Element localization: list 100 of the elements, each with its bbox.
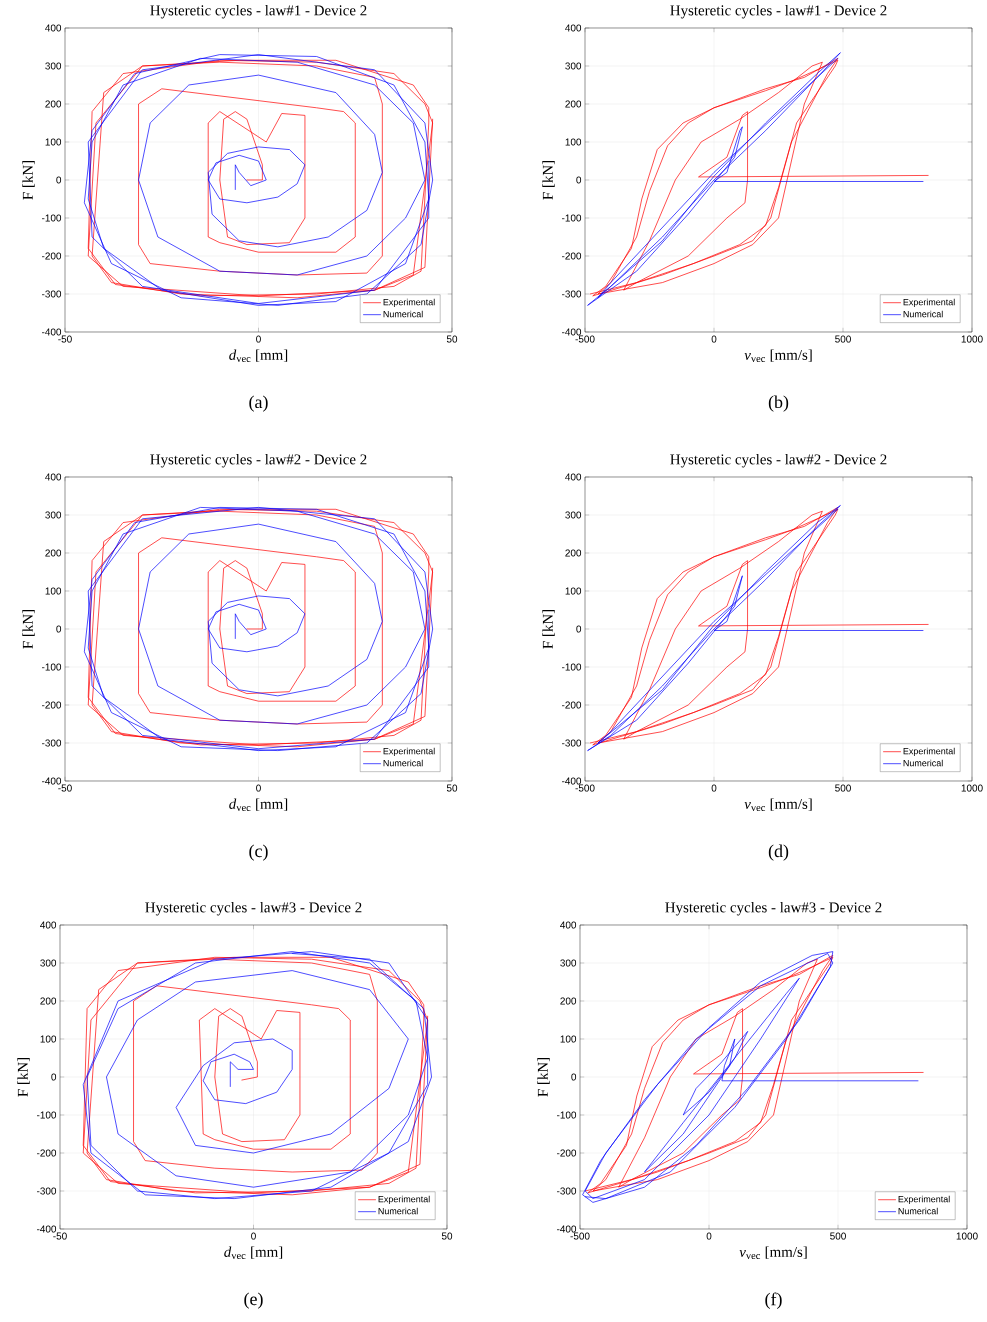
y-tick-label: 100 (565, 587, 582, 595)
legend-label: Numerical (378, 1207, 418, 1215)
legend-label: Experimental (903, 747, 955, 757)
y-tick-label: -200 (556, 1149, 577, 1157)
x-tick-label: 50 (446, 335, 458, 343)
x-axis-title: d$_{vec}$ [mm] (224, 1246, 283, 1260)
y-axis-title: F [kN] (537, 1058, 550, 1097)
y-tick-label: 0 (51, 1073, 57, 1081)
y-tick-label: 300 (45, 511, 62, 519)
x-tick-label: 500 (830, 1232, 846, 1240)
y-tick-label: 200 (45, 549, 62, 557)
legend-label: Numerical (903, 310, 943, 318)
text: (e) (244, 1292, 263, 1309)
x-tick-label: 1000 (961, 784, 983, 792)
legend-label: Numerical (383, 310, 423, 318)
y-tick-label: 0 (571, 1073, 577, 1081)
y-tick-label: 100 (45, 138, 62, 146)
y-tick-label: -400 (41, 777, 62, 785)
x-tick-label: -50 (58, 784, 72, 792)
y-tick-label: -400 (556, 1225, 577, 1233)
y-axis-title: F [kN] (22, 610, 35, 649)
y-tick-label: -300 (41, 290, 62, 298)
text: (a) (249, 395, 268, 412)
x-tick-label: 500 (835, 335, 851, 343)
y-tick-label: 100 (560, 1035, 577, 1043)
y-tick-label: 400 (560, 921, 577, 929)
x-tick-label: 1000 (956, 1232, 978, 1240)
y-tick-label: -200 (41, 252, 62, 260)
x-tick-label: 0 (256, 335, 261, 343)
y-tick-label: 200 (40, 997, 57, 1005)
y-tick-label: -200 (41, 701, 62, 709)
y-tick-label: -200 (561, 701, 582, 709)
y-tick-label: -100 (556, 1111, 577, 1119)
x-tick-label: 0 (251, 1232, 256, 1240)
text: (f) (765, 1292, 782, 1309)
y-tick-label: -100 (561, 214, 582, 222)
y-tick-label: 400 (45, 24, 62, 32)
legend-label: Experimental (898, 1195, 950, 1205)
legend-label: Numerical (898, 1207, 938, 1215)
y-tick-label: 200 (560, 997, 577, 1005)
y-tick-label: -100 (41, 214, 62, 222)
x-axis-title: d$_{vec}$ [mm] (229, 798, 288, 812)
y-tick-label: 200 (565, 100, 582, 108)
chart-title: Hysteretic cycles - law#3 - Device 2 (665, 901, 882, 916)
y-tick-label: -100 (561, 663, 582, 671)
y-tick-label: 100 (565, 138, 582, 146)
y-axis-title: F [kN] (17, 1058, 30, 1097)
legend-label: Numerical (383, 759, 423, 767)
y-tick-label: 0 (56, 176, 62, 184)
x-axis-title: v$_{vec}$ [mm/s] (744, 349, 812, 363)
y-tick-label: -300 (41, 739, 62, 747)
y-tick-label: 400 (45, 473, 62, 481)
x-tick-label: 0 (256, 784, 261, 792)
y-tick-label: 300 (560, 959, 577, 967)
y-tick-label: 300 (45, 62, 62, 70)
y-tick-label: 100 (45, 587, 62, 595)
legend-label: Experimental (903, 298, 955, 308)
x-axis-title: d$_{vec}$ [mm] (229, 349, 288, 363)
y-tick-label: 400 (565, 473, 582, 481)
y-axis-title: F [kN] (542, 610, 555, 649)
x-tick-label: 0 (706, 1232, 712, 1240)
y-tick-label: -400 (41, 328, 62, 336)
text: (c) (249, 844, 268, 861)
y-axis-title: F [kN] (542, 160, 555, 200)
x-tick-label: 0 (711, 335, 717, 343)
x-tick-label: 1000 (961, 335, 983, 343)
legend-label: Experimental (383, 298, 435, 308)
y-tick-label: 100 (40, 1035, 57, 1043)
y-tick-label: -400 (561, 328, 582, 336)
x-axis-title: v$_{vec}$ [mm/s] (739, 1246, 807, 1260)
x-tick-label: -500 (575, 784, 595, 792)
y-tick-label: 0 (576, 625, 582, 633)
y-tick-label: 400 (40, 921, 57, 929)
y-tick-label: -300 (36, 1187, 57, 1195)
y-tick-label: -300 (561, 290, 582, 298)
x-tick-label: -50 (58, 335, 72, 343)
y-tick-label: 300 (565, 511, 582, 519)
y-tick-label: 400 (565, 24, 582, 32)
x-tick-label: 50 (441, 1232, 453, 1240)
legend-label: Numerical (903, 759, 943, 767)
x-tick-label: 50 (446, 784, 458, 792)
text: (d) (768, 844, 789, 861)
x-tick-label: -50 (53, 1232, 67, 1240)
y-tick-label: -100 (41, 663, 62, 671)
x-tick-label: 500 (835, 784, 851, 792)
y-tick-label: -200 (561, 252, 582, 260)
y-tick-label: 300 (565, 62, 582, 70)
y-tick-label: 300 (40, 959, 57, 967)
chart-title: Hysteretic cycles - law#2 - Device 2 (670, 453, 887, 468)
y-tick-label: -100 (36, 1111, 57, 1119)
chart-title: Hysteretic cycles - law#2 - Device 2 (150, 453, 367, 468)
y-tick-label: -300 (556, 1187, 577, 1195)
y-tick-label: 0 (56, 625, 62, 633)
y-axis-title: F [kN] (22, 160, 35, 200)
y-tick-label: -400 (36, 1225, 57, 1233)
legend-label: Experimental (378, 1195, 430, 1205)
y-tick-label: -300 (561, 739, 582, 747)
chart-title: Hysteretic cycles - law#1 - Device 2 (150, 4, 367, 19)
legend-label: Experimental (383, 747, 435, 757)
y-tick-label: 200 (565, 549, 582, 557)
